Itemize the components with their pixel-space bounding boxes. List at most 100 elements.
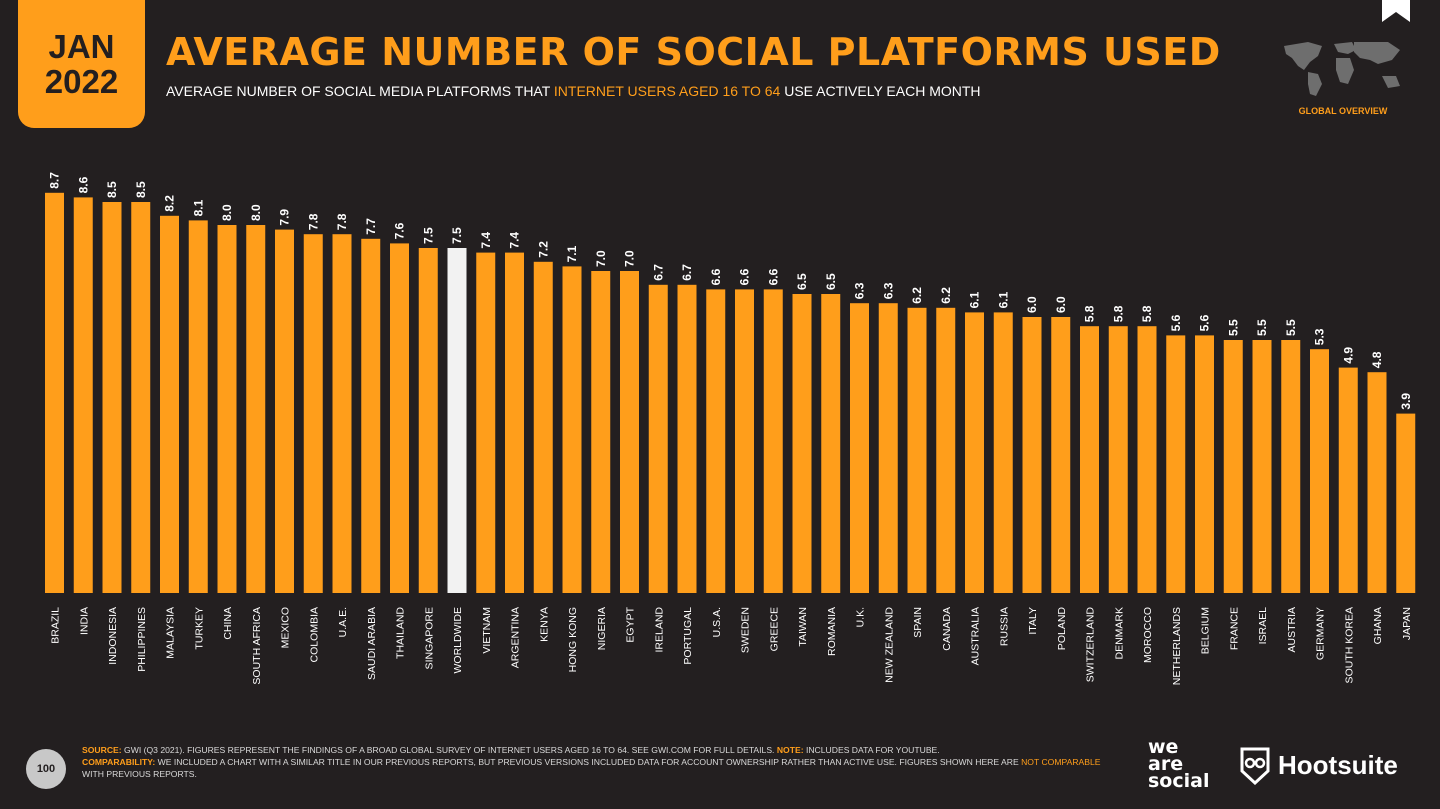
category-label-poland: POLAND xyxy=(1056,607,1068,651)
bar-mexico xyxy=(275,229,294,593)
bar-kenya xyxy=(533,261,553,593)
bar-portugal xyxy=(677,284,697,593)
bar-france xyxy=(1223,340,1243,593)
page-number-badge: 100 xyxy=(26,749,66,789)
category-label-colombia: COLOMBIA xyxy=(308,607,320,662)
date-year: 2022 xyxy=(44,63,119,100)
value-label-colombia: 7.8 xyxy=(306,213,320,230)
section-label: GLOBAL OVERVIEW xyxy=(1298,106,1388,116)
category-label-south-africa: SOUTH AFRICA xyxy=(251,607,263,685)
value-label-romania: 6.5 xyxy=(824,273,838,290)
bar-worldwide xyxy=(447,248,467,593)
value-label-austria: 5.5 xyxy=(1284,319,1298,336)
category-label-south-korea: SOUTH KOREA xyxy=(1343,607,1355,683)
bar-thailand xyxy=(390,243,409,593)
bar-canada xyxy=(936,307,956,593)
date-badge: JAN 2022 xyxy=(18,0,145,128)
bar-chart: 8.7 BRAZIL 8.6 INDIA 8.5 INDONESIA 8.5 PHILIPPI… xyxy=(45,172,1416,685)
category-label-hong-kong: HONG KONG xyxy=(567,607,579,672)
category-label-u-s-a: U.S.A. xyxy=(711,607,723,637)
subtitle-pre: AVERAGE NUMBER OF SOCIAL MEDIA PLATFORMS… xyxy=(166,83,554,99)
bar-malaysia xyxy=(160,215,179,594)
value-label-greece: 6.6 xyxy=(766,268,780,285)
value-label-russia: 6.1 xyxy=(996,291,1010,308)
value-label-indonesia: 8.5 xyxy=(105,181,119,198)
category-label-canada: CANADA xyxy=(941,607,953,651)
category-label-spain: SPAIN xyxy=(912,607,924,638)
value-label-sweden: 6.6 xyxy=(738,268,752,285)
bar-u-k xyxy=(850,303,869,593)
logo-line-1: we xyxy=(1148,736,1179,758)
bar-germany xyxy=(1310,349,1329,593)
bar-spain xyxy=(907,307,927,593)
page-subtitle: AVERAGE NUMBER OF SOCIAL MEDIA PLATFORMS… xyxy=(166,83,981,99)
bar-india xyxy=(73,197,93,593)
value-label-worldwide: 7.5 xyxy=(450,227,464,244)
value-label-singapore: 7.5 xyxy=(421,227,435,244)
logo-line-3: social xyxy=(1148,770,1210,792)
bar-saudi-arabia xyxy=(361,238,381,594)
bar-italy xyxy=(1022,317,1042,593)
category-label-ghana: GHANA xyxy=(1372,607,1384,644)
value-label-taiwan: 6.5 xyxy=(795,273,809,290)
value-label-india: 8.6 xyxy=(76,176,90,193)
bar-nigeria xyxy=(591,271,611,593)
value-label-portugal: 6.7 xyxy=(680,264,694,281)
source-label: SOURCE: xyxy=(82,745,122,755)
value-label-vietnam: 7.4 xyxy=(479,232,493,249)
bar-morocco xyxy=(1137,326,1157,593)
value-label-south-korea: 4.9 xyxy=(1341,347,1355,364)
owl-icon xyxy=(1240,747,1270,785)
value-label-egypt: 7.0 xyxy=(623,250,637,267)
category-label-indonesia: INDONESIA xyxy=(107,607,119,665)
bar-sweden xyxy=(735,289,754,593)
category-label-russia: RUSSIA xyxy=(998,607,1010,646)
bar-egypt xyxy=(620,271,639,593)
category-label-vietnam: VIETNAM xyxy=(481,607,493,654)
category-label-kenya: KENYA xyxy=(538,607,550,642)
value-label-thailand: 7.6 xyxy=(393,222,407,239)
bar-japan xyxy=(1396,413,1416,593)
category-label-romania: ROMANIA xyxy=(826,607,838,656)
bar-australia xyxy=(965,312,984,593)
category-label-denmark: DENMARK xyxy=(1113,607,1125,660)
category-label-thailand: THAILAND xyxy=(395,607,407,659)
value-label-nigeria: 7.0 xyxy=(594,250,608,267)
category-label-morocco: MOROCCO xyxy=(1142,607,1154,663)
value-label-mexico: 7.9 xyxy=(278,209,292,226)
category-label-greece: GREECE xyxy=(768,607,780,651)
value-label-japan: 3.9 xyxy=(1399,393,1413,410)
value-label-china: 8.0 xyxy=(220,204,234,221)
bar-u-a-e xyxy=(332,234,352,593)
category-label-egypt: EGYPT xyxy=(625,606,637,642)
category-label-turkey: TURKEY xyxy=(193,607,205,650)
category-label-saudi-arabia: SAUDI ARABIA xyxy=(366,607,378,680)
bar-new-zealand xyxy=(878,303,898,593)
comparability-end: WITH PREVIOUS REPORTS. xyxy=(82,769,197,779)
bar-china xyxy=(217,225,237,593)
source-text: GWI (Q3 2021). FIGURES REPRESENT THE FIN… xyxy=(121,745,777,755)
category-label-netherlands: NETHERLANDS xyxy=(1171,607,1183,685)
value-label-belgium: 5.6 xyxy=(1198,314,1212,331)
bar-vietnam xyxy=(476,252,496,593)
value-label-ghana: 4.8 xyxy=(1370,351,1384,368)
category-label-india: INDIA xyxy=(78,607,90,635)
value-label-poland: 6.0 xyxy=(1054,296,1068,313)
we-are-social-logo: we are social xyxy=(1148,736,1210,792)
value-label-denmark: 5.8 xyxy=(1111,305,1125,322)
value-label-kenya: 7.2 xyxy=(536,241,550,258)
bar-turkey xyxy=(188,220,208,593)
value-label-canada: 6.2 xyxy=(939,287,953,304)
category-label-singapore: SINGAPORE xyxy=(423,607,435,669)
category-label-japan: JAPAN xyxy=(1401,607,1413,640)
bar-belgium xyxy=(1195,335,1214,593)
bar-romania xyxy=(821,294,841,593)
subtitle-highlight: INTERNET USERS AGED 16 TO 64 xyxy=(553,83,781,99)
category-label-italy: ITALY xyxy=(1027,607,1039,635)
category-label-nigeria: NIGERIA xyxy=(596,607,608,650)
value-label-spain: 6.2 xyxy=(910,287,924,304)
date-month: JAN xyxy=(48,28,115,65)
value-label-u-s-a: 6.6 xyxy=(709,268,723,285)
bar-brazil xyxy=(45,192,64,594)
comparability-label: COMPARABILITY: xyxy=(82,757,156,767)
